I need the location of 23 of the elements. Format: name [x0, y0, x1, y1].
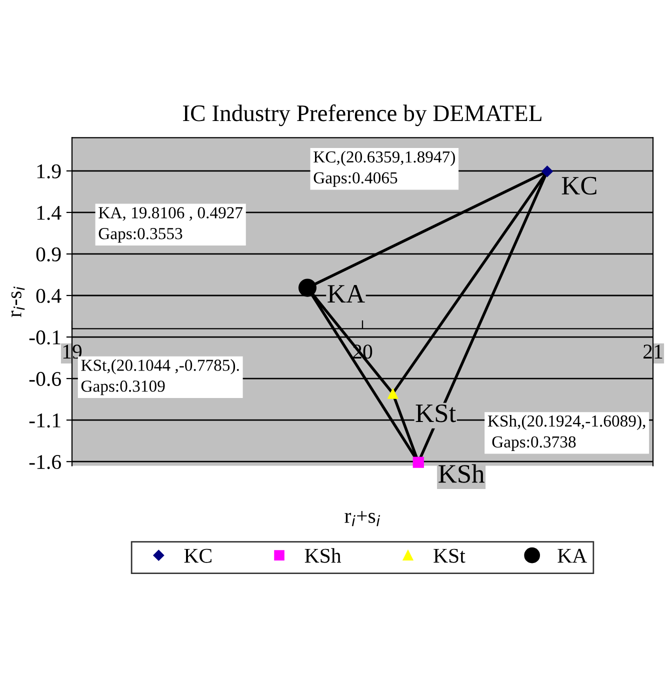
- legend-label: KA: [558, 548, 588, 563]
- y-tick-label: 1.9: [37, 164, 61, 178]
- legend-label: KSh: [304, 548, 342, 563]
- y-tick-label: -1.1: [29, 414, 60, 428]
- annotation: KC,(20.6359,1.8947) Gaps:0.4065: [314, 150, 455, 187]
- legend-label: KSt: [434, 548, 466, 563]
- annotation: KA, 19.8106 , 0.4927 Gaps:0.3553: [98, 207, 243, 243]
- y-tick-label: 1.4: [37, 206, 62, 220]
- annotation: KSt: [416, 404, 456, 422]
- y-tick-label: 0.9: [36, 247, 61, 262]
- annotation: KC: [562, 176, 596, 195]
- y-tick-label: -1.6: [29, 455, 61, 470]
- y-tick-label: -0.6: [29, 372, 61, 386]
- y-tick-label: 0.4: [36, 288, 62, 304]
- legend-label: KC: [184, 548, 212, 563]
- annotation: KSh,(20.1924,-1.6089), Gaps:0.3738: [488, 414, 646, 451]
- annotation: KSh: [438, 464, 484, 483]
- annotation: KA: [328, 285, 365, 302]
- chart-title: IC Industry Preference by DEMATEL: [183, 104, 542, 126]
- annotation: KSt,(20.1044 ,-0.7785). Gaps:0.3109: [81, 359, 239, 396]
- y-axis-title: r$_{i}$-s$_{i}$: [11, 286, 25, 318]
- x-axis-title: r$_{i}$+s$_{i}$: [344, 510, 380, 526]
- y-tick-label: -0.1: [29, 330, 60, 345]
